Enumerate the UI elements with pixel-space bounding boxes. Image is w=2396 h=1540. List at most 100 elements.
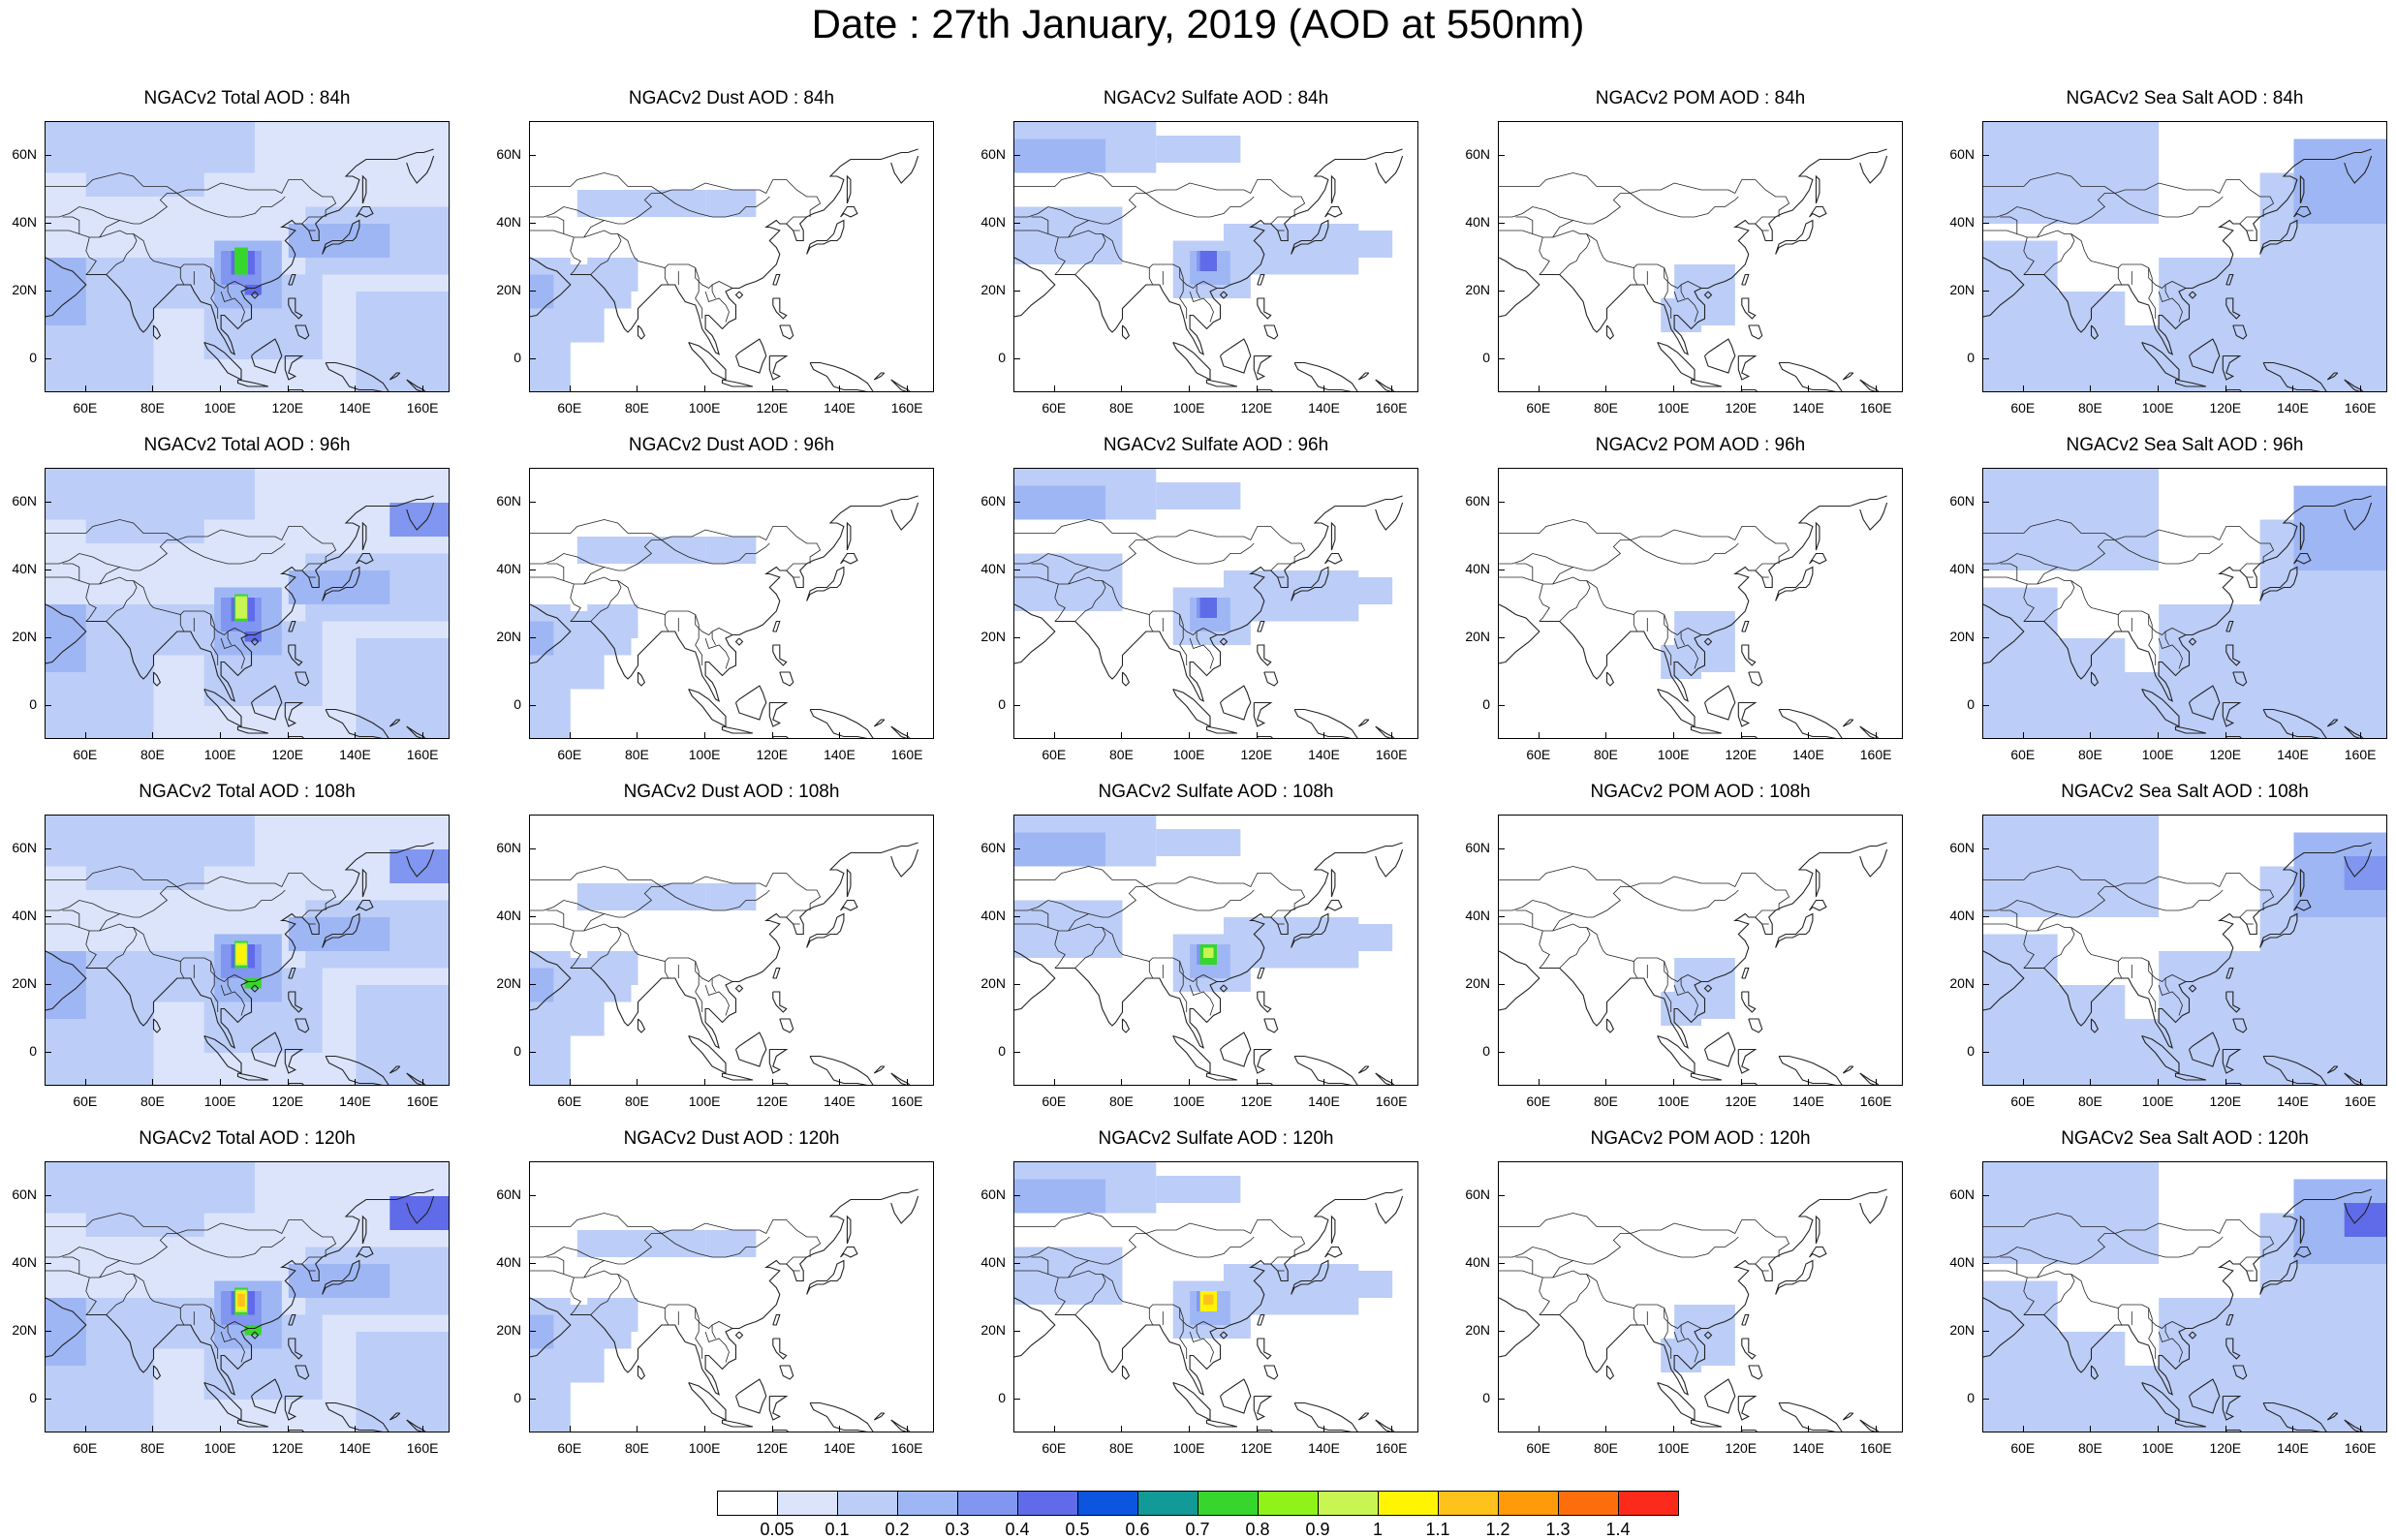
country-border (546, 1256, 565, 1275)
lon-tick-label: 100E (1172, 747, 1205, 762)
coastline (361, 174, 367, 204)
coastline (637, 1365, 646, 1380)
lat-tick (1982, 1331, 1989, 1332)
lat-tick-label: 20N (1465, 282, 1490, 297)
coastline (406, 725, 426, 738)
coastline (1293, 1055, 1358, 1085)
aod-patch (1257, 577, 1393, 604)
lon-tick-label: 80E (1108, 747, 1134, 762)
lat-tick (45, 1331, 51, 1332)
coastline (1815, 521, 1820, 551)
lon-tick (287, 1426, 289, 1432)
country-border (1499, 866, 1632, 887)
aod-patch (2159, 951, 2386, 1019)
country-border (227, 285, 232, 299)
country-border (1014, 526, 1306, 571)
country-border (1983, 873, 2275, 918)
aod-patch (2091, 325, 2386, 391)
coastline (1257, 1338, 1272, 1360)
lon-tick (1808, 732, 1810, 739)
coastline (236, 1419, 269, 1428)
lon-tick-label: 80E (1108, 400, 1134, 416)
lat-tick (529, 848, 536, 849)
coastline (288, 1429, 304, 1432)
colorbar-swatch (1318, 1491, 1379, 1516)
country-border (1189, 291, 1214, 323)
lat-tick-label: 60N (496, 840, 521, 855)
aod-patch (2159, 1298, 2386, 1366)
lon-tick-label: 140E (2277, 1440, 2309, 1456)
coastline (250, 1331, 260, 1340)
lon-tick (1740, 1079, 1742, 1086)
aod-field-map (46, 122, 449, 391)
country-border (704, 1331, 730, 1363)
map-panel: NGACv2 Dust AOD : 84h 60N 40N 20N 0 60E 80E 100… (496, 88, 934, 437)
coastline (721, 1419, 754, 1428)
lon-tick (1121, 1079, 1123, 1086)
lon-tick-label: 140E (339, 1440, 371, 1456)
lon-tick (2090, 732, 2092, 739)
country-border (546, 563, 565, 581)
lon-tick (2292, 385, 2294, 392)
lon-tick (704, 1079, 706, 1086)
coastline (406, 379, 426, 391)
coastline (2090, 324, 2100, 340)
coastline (2225, 273, 2234, 286)
aod-patch (576, 537, 706, 564)
lat-tick-label: 20N (12, 629, 37, 644)
lon-tick (2360, 732, 2362, 739)
country-border (1054, 930, 1066, 969)
aod-patch (1257, 231, 1393, 258)
coastline (2023, 842, 2372, 1049)
coastline (1219, 685, 1252, 721)
lon-tick (1808, 385, 1810, 392)
country-border (46, 576, 138, 622)
country-border (1014, 866, 1147, 887)
lon-tick-label: 140E (824, 1440, 856, 1456)
country-border (46, 866, 178, 887)
lat-tick-label: 40N (1949, 214, 1975, 230)
lon-tick (704, 1426, 706, 1432)
country-border (2158, 291, 2183, 323)
aod-patch (234, 247, 248, 275)
country-border (1499, 873, 1790, 918)
aod-patch (1014, 206, 1123, 264)
lat-tick-label: 40N (1465, 908, 1490, 923)
country-border (1148, 614, 1154, 632)
coastline (873, 372, 886, 381)
country-border (1673, 637, 1698, 669)
coastline (1809, 205, 1827, 218)
lon-tick-label: 140E (824, 1093, 856, 1109)
lat-tick (529, 223, 536, 224)
country-border (1196, 631, 1200, 646)
coastline (406, 1419, 426, 1432)
country-border (2023, 583, 2035, 622)
coastline (2232, 671, 2248, 687)
lat-tick-label: 20N (1949, 975, 1975, 991)
lat-tick-label: 40N (12, 561, 37, 576)
map-panel: NGACv2 Sulfate AOD : 120h 60N 40N 20N 0 60E 80… (980, 1128, 1418, 1477)
lat-tick-label: 0 (1482, 1043, 1490, 1059)
country-border (570, 930, 581, 969)
lat-tick (1498, 637, 1505, 638)
country-border (530, 172, 663, 194)
aod-patch (1014, 832, 1106, 867)
lon-tick-label: 100E (2141, 1093, 2174, 1109)
aod-patch (1014, 485, 1106, 520)
lon-tick (422, 385, 424, 392)
country-border (786, 216, 807, 225)
coastline (570, 495, 918, 702)
lat-tick (529, 1399, 536, 1400)
lon-tick (2360, 1426, 2362, 1432)
lon-tick-label: 120E (1725, 1093, 1758, 1109)
coastline (734, 1331, 744, 1340)
coastline (288, 735, 304, 738)
coastline (85, 842, 434, 1049)
lat-tick (1982, 848, 1989, 849)
coastline (530, 257, 572, 318)
coastline (1778, 1401, 1843, 1432)
country-border (530, 873, 822, 918)
coastline (356, 899, 374, 911)
lon-tick (2022, 1426, 2024, 1432)
coastline (1842, 372, 1854, 381)
